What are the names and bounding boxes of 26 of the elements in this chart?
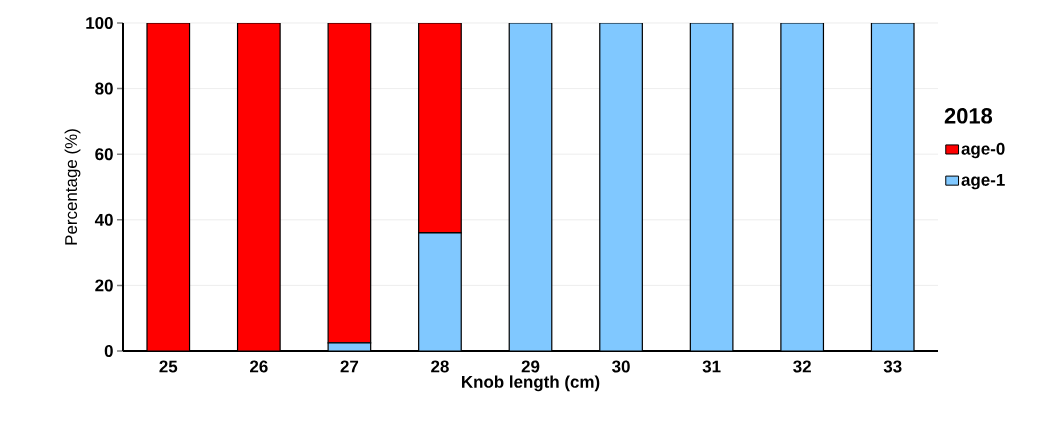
legend-label: age-0 xyxy=(961,142,1005,159)
y-tick-label: 40 xyxy=(94,213,113,226)
x-tick-label: 27 xyxy=(340,360,359,373)
x-tick-label: 32 xyxy=(793,360,811,373)
bar xyxy=(870,23,915,351)
y-tick-label: 20 xyxy=(95,279,113,292)
y-tick-label: 0 xyxy=(104,345,113,357)
bar xyxy=(780,23,825,351)
y-tick-label: 60 xyxy=(95,148,113,161)
x-tick-label: 25 xyxy=(159,360,178,373)
bar xyxy=(599,23,643,351)
legend-label: age-1 xyxy=(961,174,1005,190)
bar xyxy=(689,23,734,351)
x-tick-label: 26 xyxy=(250,360,268,373)
x-tick-label: 29 xyxy=(521,360,540,373)
bar xyxy=(418,232,462,351)
y-axis-title: Percentage (%) xyxy=(64,129,81,245)
legend-title: 2018 xyxy=(944,108,993,124)
y-tick-label: 100 xyxy=(86,17,113,29)
x-tick-label: 33 xyxy=(883,360,902,373)
x-tick-label: 30 xyxy=(612,360,630,373)
x-tick-label: 31 xyxy=(702,360,721,373)
y-tick-label: 80 xyxy=(95,82,113,95)
x-axis-title: Knob length (cm) xyxy=(462,375,600,392)
bar xyxy=(508,23,553,351)
x-tick-label: 28 xyxy=(431,360,449,373)
